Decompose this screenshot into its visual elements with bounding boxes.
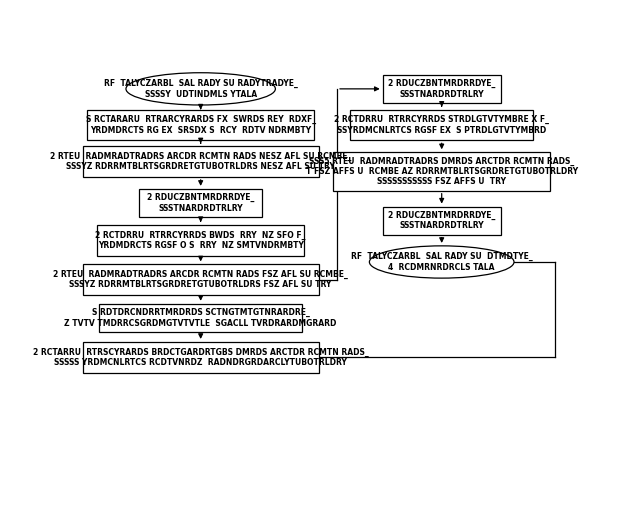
Text: SSS5 RTEU  RADMRADTRADRS DMRDS ARCTDR RCMTN RADS_
T FSZ AFFS U  RCMBE AZ RDRRMTB: SSS5 RTEU RADMRADTRADRS DMRDS ARCTDR RCM…	[305, 156, 578, 187]
FancyBboxPatch shape	[350, 110, 533, 141]
Text: 2 RDUCZBNTMRDRRDYE_
SSSTNARDRDTRLRY: 2 RDUCZBNTMRDRRDYE_ SSSTNARDRDTRLRY	[388, 79, 495, 99]
FancyBboxPatch shape	[87, 110, 314, 141]
Text: 2 RTEU  RADMRADTRADRS ARCDR RCMTN RADS FSZ AFL SU RCMBE_
SSSYZ RDRRMTBLRTSGRDRET: 2 RTEU RADMRADTRADRS ARCDR RCMTN RADS FS…	[53, 270, 348, 289]
Text: S RDTDRCNDRRTMRDRDS SCTNGTMTGTNRARDRE_
Z TVTV TMDRRCSGRDMGTVTVTLE  SGACLL TVRDRA: S RDTDRCNDRRTMRDRDS SCTNGTMTGTNRARDRE_ Z…	[65, 308, 337, 328]
Text: S RCTARARU  RTRARCYRARDS FX  SWRDS REY  RDXF_
YRDMDRCTS RG EX  SRSDX S  RCY  RDT: S RCTARARU RTRARCYRARDS FX SWRDS REY RDX…	[86, 115, 316, 135]
Text: 2 RCTDRRU  RTRRCYRRDS BWDS  RRY  NZ SFO F_
YRDMDRCTS RGSF O S  RRY  NZ SMTVNDRMB: 2 RCTDRRU RTRRCYRRDS BWDS RRY NZ SFO F_ …	[95, 230, 306, 250]
Ellipse shape	[369, 246, 514, 278]
Text: RF  TALYCZARBL  SAL RADY SU  DTMDTYE_
4  RCDMRNRDRCLS TALA: RF TALYCZARBL SAL RADY SU DTMDTYE_ 4 RCD…	[351, 252, 532, 272]
FancyBboxPatch shape	[83, 342, 319, 373]
Text: RF  TALYCZARBL  SAL RADY SU RADYTRADYE_
SSSSY  UDTINDMLS YTALA: RF TALYCZARBL SAL RADY SU RADYTRADYE_ SS…	[104, 79, 297, 99]
Text: 2 RCTARRU  RTRSCYRARDS BRDCTGARDRTGBS DMRDS ARCTDR RCMTN RADS_
SSSSS YRDMCNLRTCS: 2 RCTARRU RTRSCYRARDS BRDCTGARDRTGBS DMR…	[33, 347, 369, 367]
FancyBboxPatch shape	[97, 225, 304, 256]
FancyBboxPatch shape	[100, 304, 302, 332]
Text: 2 RDUCZBNTMRDRRDYE_
SSSTNARDRDTRLRY: 2 RDUCZBNTMRDRRDYE_ SSSTNARDRDTRLRY	[388, 211, 495, 230]
FancyBboxPatch shape	[383, 206, 501, 235]
Text: 2 RTEU  RADMRADTRADRS ARCDR RCMTN RADS NESZ AFL SU RCMBE_
SSSYZ RDRRMTBLRTSGRDRE: 2 RTEU RADMRADTRADRS ARCDR RCMTN RADS NE…	[50, 152, 351, 171]
Text: 2 RDUCZBNTMRDRRDYE_
SSSTNARDRDTRLRY: 2 RDUCZBNTMRDRRDYE_ SSSTNARDRDTRLRY	[147, 193, 254, 213]
FancyBboxPatch shape	[383, 75, 501, 103]
FancyBboxPatch shape	[139, 189, 262, 217]
FancyBboxPatch shape	[83, 146, 319, 177]
Text: 2 RCTDRRU  RTRRCYRRDS STRDLGTVTYMBRE X F_
SSYRDMCNLRTCS RGSF EX  S PTRDLGTVTYMBR: 2 RCTDRRU RTRRCYRRDS STRDLGTVTYMBRE X F_…	[334, 115, 549, 135]
FancyBboxPatch shape	[333, 152, 550, 191]
FancyBboxPatch shape	[83, 264, 319, 295]
Ellipse shape	[126, 73, 276, 105]
